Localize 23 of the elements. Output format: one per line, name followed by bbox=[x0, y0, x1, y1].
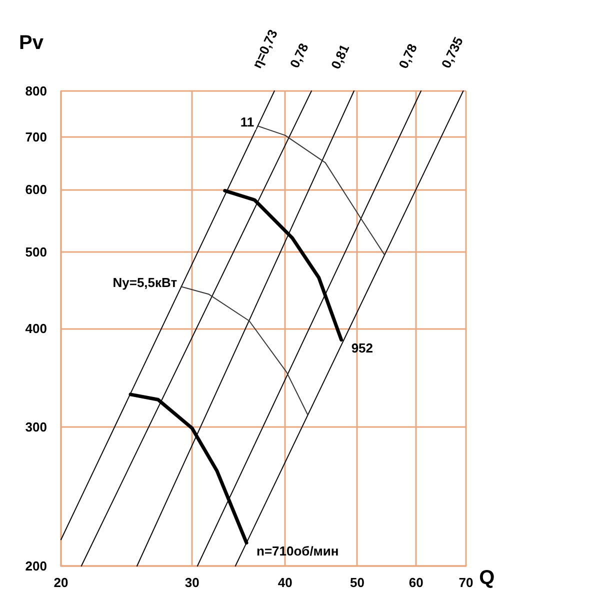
y-tick-label: 800 bbox=[25, 84, 47, 98]
text: 0,81 bbox=[328, 42, 352, 72]
y-tick-label: 300 bbox=[25, 420, 47, 435]
y-tick-label: 600 bbox=[25, 182, 47, 198]
y-tick-label: 200 bbox=[25, 558, 47, 574]
x-tick-label: 20 bbox=[54, 575, 68, 590]
y-tick-label: 400 bbox=[25, 321, 47, 336]
y-tick-label: 500 bbox=[25, 244, 47, 260]
text: 0,735 bbox=[438, 34, 466, 70]
x-axis-title: Q bbox=[479, 567, 495, 589]
series-label: Ny=5,5кВт bbox=[112, 275, 178, 290]
x-tick-label: 30 bbox=[184, 575, 200, 590]
x-tick-label: 40 bbox=[278, 575, 292, 590]
x-tick-label: 50 bbox=[350, 575, 364, 590]
text: 0,78 bbox=[396, 41, 420, 71]
x-tick-label: 70 bbox=[458, 575, 474, 590]
x-tick-label: 60 bbox=[408, 575, 424, 590]
series-label: 11 bbox=[240, 114, 254, 130]
series-label: 952 bbox=[351, 340, 374, 356]
y-axis-title: Pv bbox=[19, 32, 44, 54]
series-label: n=710об/мин bbox=[256, 543, 339, 558]
y-tick-label: 700 bbox=[25, 129, 47, 144]
text: 0,78 bbox=[286, 40, 312, 70]
